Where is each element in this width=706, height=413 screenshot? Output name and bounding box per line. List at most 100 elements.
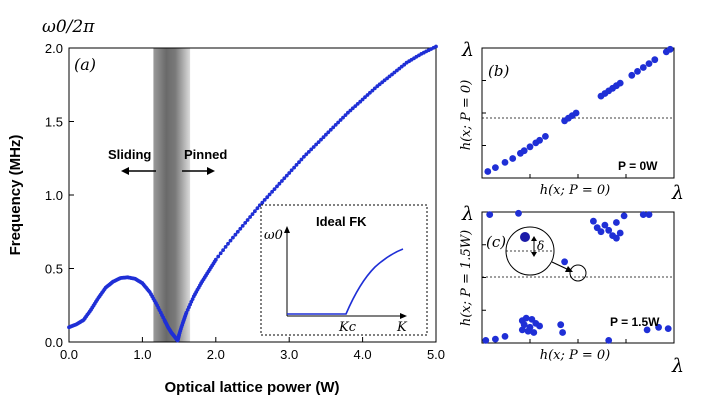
data-point <box>245 218 250 222</box>
data-point <box>520 147 528 155</box>
data-point <box>262 198 267 202</box>
top-label: ω0/2π <box>42 17 95 37</box>
y-tick-label: 0.5 <box>45 262 63 277</box>
data-point <box>277 181 282 186</box>
data-point <box>267 192 272 197</box>
y-tick-label: 1.5 <box>45 115 63 130</box>
data-point <box>218 251 223 256</box>
annotation-b: P = 0W <box>618 159 658 173</box>
delta-symbol: δ <box>537 239 544 253</box>
data-point <box>319 137 323 142</box>
panel-label-b: (b) <box>488 62 509 80</box>
y-tick-label: 0.0 <box>45 335 63 350</box>
data-point <box>226 241 230 246</box>
data-point <box>282 176 287 181</box>
panel-a: 0.0 1.0 2.0 3.0 4.0 5.00.00.51.01.52.0 ω0/2π … <box>7 17 445 396</box>
data-point <box>601 221 609 229</box>
data-point <box>355 102 360 106</box>
data-point <box>363 95 367 100</box>
data-point <box>530 329 538 336</box>
data-point <box>284 173 289 178</box>
data-point <box>338 118 343 122</box>
data-point <box>515 209 522 217</box>
data-point <box>666 45 674 53</box>
data-point <box>228 238 233 243</box>
data-point <box>605 337 613 344</box>
x-tick-label: 3.0 <box>280 347 298 362</box>
x-axis-title: Optical lattice power (W) <box>164 379 339 396</box>
data-point <box>509 155 517 162</box>
data-point <box>223 245 228 249</box>
data-point <box>280 179 284 183</box>
data-point <box>536 322 543 330</box>
data-point <box>250 212 255 217</box>
inset-xmark: Kc <box>338 320 357 335</box>
data-point <box>233 232 238 237</box>
data-point <box>651 56 659 64</box>
data-point <box>341 115 345 120</box>
x-tick-label: 0.0 <box>60 347 78 362</box>
points-b <box>484 45 674 175</box>
y-tick-label: 2.0 <box>45 41 63 56</box>
data-point <box>314 142 318 147</box>
data-point <box>664 325 672 332</box>
data-point <box>333 123 338 127</box>
data-point <box>605 226 613 234</box>
data-point <box>235 229 240 234</box>
data-point <box>294 163 299 167</box>
x-tick-label: 1.0 <box>133 347 151 362</box>
data-point <box>346 110 350 115</box>
corner-lambda-b-right: λ <box>671 182 684 204</box>
corner-lambda-b-top: λ <box>461 39 474 61</box>
data-point <box>221 248 226 253</box>
delta-magnifier: δ <box>505 226 587 282</box>
pinned-arrow <box>182 167 215 175</box>
data-point <box>331 125 336 130</box>
data-point <box>370 88 375 93</box>
data-point <box>616 79 624 87</box>
data-point <box>639 211 647 219</box>
ticks-c <box>482 244 627 343</box>
data-point <box>253 209 257 214</box>
data-point <box>260 200 265 205</box>
data-point <box>289 168 294 173</box>
data-point <box>360 97 365 102</box>
y-axis-title-c: h(x; P = 1.5W) <box>459 230 474 326</box>
data-point <box>309 147 314 152</box>
data-point <box>484 168 492 175</box>
data-point <box>639 64 647 71</box>
data-point <box>292 165 296 170</box>
x-axis-title-b: h(x; P = 0) <box>540 183 611 198</box>
data-point <box>559 329 566 336</box>
inset-curve <box>287 248 404 315</box>
shaded-transition-band <box>153 48 191 342</box>
data-point <box>597 228 605 236</box>
corner-lambda-c-right: λ <box>671 355 684 377</box>
data-point <box>590 217 597 225</box>
ticks-a: 0.0 1.0 2.0 3.0 4.0 5.0 0.0 0.5 1.0 1.5 2.0 <box>45 41 445 362</box>
data-point <box>572 109 580 117</box>
panel-c: (c) λ λ h(x; P = 1.5W) h(x; P = 0) P = 1… <box>459 203 684 377</box>
data-point <box>634 68 641 75</box>
data-point <box>326 130 331 135</box>
y-axis-title-b: h(x; P = 0) <box>459 80 474 151</box>
data-point <box>492 335 499 343</box>
data-point <box>518 326 526 334</box>
data-point <box>486 211 494 219</box>
x-tick-label: 2.0 <box>207 347 225 362</box>
data-point <box>216 254 221 259</box>
data-point <box>368 90 372 95</box>
sliding-label: Sliding <box>108 147 151 162</box>
data-point <box>213 257 218 262</box>
pinned-label: Pinned <box>184 147 227 162</box>
data-point <box>542 133 549 140</box>
data-point <box>328 127 333 132</box>
data-point <box>628 71 636 79</box>
data-point <box>645 60 653 67</box>
inset-xlabel: K <box>396 320 408 335</box>
data-point <box>311 145 316 149</box>
data-point <box>536 136 543 144</box>
data-point <box>304 152 309 157</box>
data-point <box>492 164 499 172</box>
